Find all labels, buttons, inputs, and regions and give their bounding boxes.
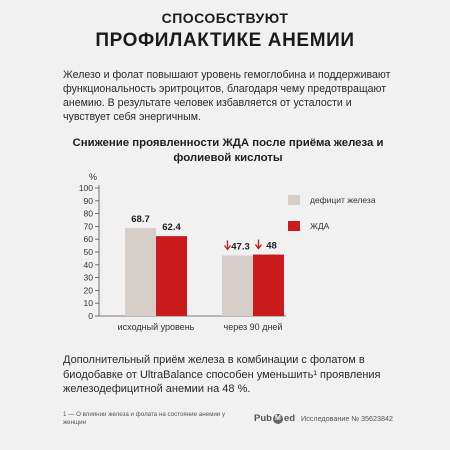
bar-ida-0 xyxy=(156,236,187,316)
legend-swatch-ida xyxy=(288,221,300,231)
y-tick-label: 60 xyxy=(84,234,94,244)
legend-label-iron-deficiency: дефицит железа xyxy=(310,195,376,205)
pubmed-logo-m: M xyxy=(272,413,283,424)
bar-value-label: 48 xyxy=(266,241,277,252)
y-tick-label: 100 xyxy=(79,183,93,193)
heading-line-1: СПОСОБСТВУЮТ xyxy=(161,10,289,26)
footnote: 1 — О влиянии железа и фолата на состоян… xyxy=(63,411,226,426)
conclusion-paragraph: Дополнительный приём железа в комбинации… xyxy=(63,354,381,395)
chart-title: Снижение проявленности ЖДА после приёма … xyxy=(72,137,384,164)
pubmed-logo-ed: ed xyxy=(283,413,296,424)
y-tick-label: 30 xyxy=(84,273,94,283)
x-category-label: через 90 дней xyxy=(224,322,283,332)
down-arrow-icon xyxy=(223,245,232,251)
legend-swatch-iron-deficiency xyxy=(288,195,300,205)
y-tick-label: 0 xyxy=(88,311,93,321)
y-tick-label: 80 xyxy=(84,209,94,219)
y-tick-label: 50 xyxy=(84,247,94,257)
chart-legend: дефицит железа ЖДА xyxy=(288,193,376,245)
bar-iron-deficiency-1 xyxy=(222,255,253,316)
down-arrow-icon xyxy=(254,244,263,250)
y-axis-unit: % xyxy=(89,172,97,182)
y-tick-label: 40 xyxy=(84,260,94,270)
bar-iron-deficiency-0 xyxy=(125,228,156,316)
bar-ida-1 xyxy=(253,254,284,316)
legend-item-iron-deficiency: дефицит железа xyxy=(288,193,376,207)
pubmed-study-number: Исследование № 35623842 xyxy=(301,414,394,423)
legend-item-ida: ЖДА xyxy=(288,219,376,233)
x-category-label: исходный уровень xyxy=(118,322,195,332)
y-tick-label: 90 xyxy=(84,196,94,206)
heading-line-2: ПРОФИЛАКТИКЕ АНЕМИИ xyxy=(95,30,355,51)
y-tick-label: 10 xyxy=(84,298,94,308)
pubmed-logo-pub: Pub xyxy=(254,413,272,424)
bar-value-label: 68.7 xyxy=(131,214,150,225)
header: СПОСОБСТВУЮТ ПРОФИЛАКТИКЕ АНЕМИИ xyxy=(0,10,450,52)
intro-paragraph: Железо и фолат повышают уровень гемоглоб… xyxy=(63,69,391,123)
bar-value-label: 62.4 xyxy=(162,222,181,233)
legend-label-ida: ЖДА xyxy=(310,221,330,231)
bar-value-label: 47.3 xyxy=(231,241,250,252)
y-tick-label: 20 xyxy=(84,285,94,295)
y-tick-label: 70 xyxy=(84,221,94,231)
